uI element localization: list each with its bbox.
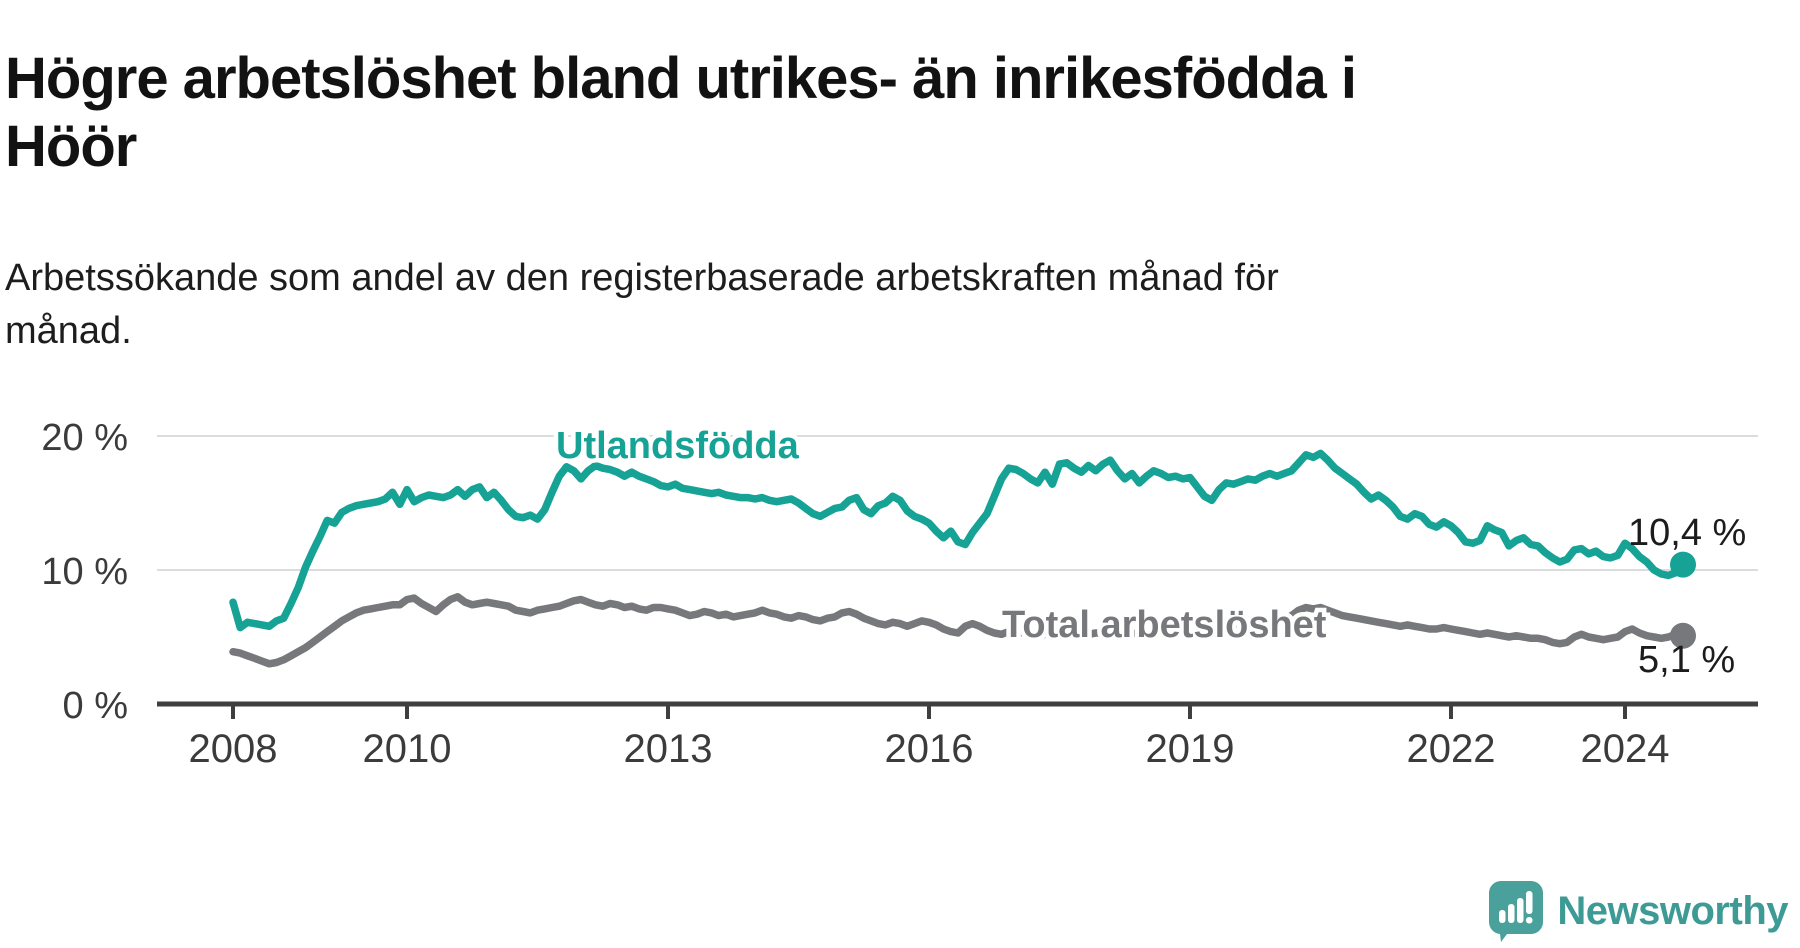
gridlines bbox=[157, 435, 1758, 571]
series-label-total: Total arbetslöshet bbox=[1002, 604, 1327, 646]
x-tick-label-2008: 2008 bbox=[189, 727, 278, 771]
page-title-line1: Högre arbetslöshet bland utrikes- än inr… bbox=[5, 45, 1357, 111]
y-tick-label-10: 10 % bbox=[41, 551, 128, 593]
series-labels: Utlandsfödda 10,4 % Total arbetslöshet 5,1 … bbox=[552, 421, 1747, 682]
series-end-dot-utlandsfodda bbox=[1670, 551, 1696, 578]
x-tick-label-2019: 2019 bbox=[1146, 727, 1235, 771]
newsworthy-logo: Newsworthy bbox=[1488, 880, 1788, 942]
y-tick-label-0: 0 % bbox=[63, 685, 128, 727]
y-tick-label-20: 20 % bbox=[41, 417, 128, 459]
x-tick-label-2022: 2022 bbox=[1407, 727, 1496, 771]
x-axis bbox=[157, 701, 1758, 719]
chart-subtitle: Arbetssökande som andel av den registerb… bbox=[5, 252, 1505, 358]
y-axis-labels: 0 % 10 % 20 % bbox=[41, 417, 128, 727]
series-lines bbox=[229, 449, 1696, 668]
chart-subtitle-line1: Arbetssökande som andel av den registerb… bbox=[5, 257, 1279, 299]
series-end-dot-total bbox=[1670, 622, 1696, 649]
x-tick-label-2016: 2016 bbox=[885, 727, 974, 771]
series-line-utlandsfodda bbox=[229, 449, 1687, 632]
speech-bubble-shape bbox=[1489, 881, 1544, 942]
newsworthy-logo-icon bbox=[1489, 881, 1544, 942]
x-tick-label-2010: 2010 bbox=[363, 727, 452, 771]
series-line-total bbox=[229, 593, 1687, 668]
page-title-line2: Höör bbox=[5, 113, 137, 179]
bar-chart-glyph bbox=[1499, 891, 1533, 924]
x-tick-label-2024: 2024 bbox=[1581, 727, 1670, 771]
x-tick-label-2013: 2013 bbox=[624, 727, 713, 771]
chart-subtitle-line2: månad. bbox=[5, 310, 132, 352]
exclamation-bar bbox=[1526, 891, 1533, 914]
exclamation-dot bbox=[1526, 917, 1533, 924]
newsworthy-logo-text: Newsworthy bbox=[1557, 888, 1788, 933]
page-title: Högre arbetslöshet bland utrikes- än inr… bbox=[5, 45, 1625, 181]
x-axis-labels: 2008 2010 2013 2016 2019 2022 2024 bbox=[189, 727, 1670, 771]
end-value-label-total: 5,1 % bbox=[1638, 639, 1735, 681]
end-value-label-utlandsfodda: 10,4 % bbox=[1628, 512, 1746, 554]
series-label-utlandsfodda: Utlandsfödda bbox=[556, 425, 800, 467]
